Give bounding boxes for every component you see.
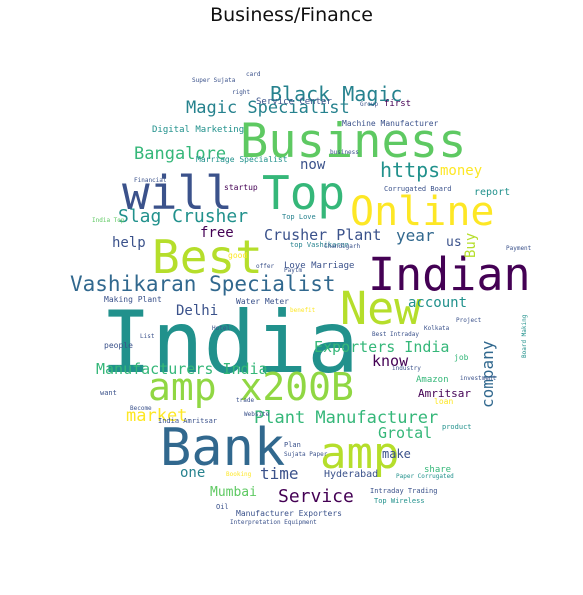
cloud-word: now xyxy=(300,157,326,173)
cloud-word: one xyxy=(180,465,206,481)
cloud-word: Indian xyxy=(368,248,531,301)
cloud-word: Paper Corrugated xyxy=(396,473,454,480)
cloud-word: Booking xyxy=(226,471,252,478)
cloud-word: Manufacturer Exporters xyxy=(236,509,342,518)
cloud-word: know xyxy=(372,352,409,370)
cloud-word: Mumbai xyxy=(210,485,257,500)
cloud-word: Hyderabad xyxy=(324,469,379,480)
cloud-word: market xyxy=(126,406,188,426)
cloud-word: Top xyxy=(262,166,346,220)
cloud-word: Machine Manufacturer xyxy=(342,119,439,128)
cloud-word: Hotel xyxy=(212,325,231,332)
cloud-word: help xyxy=(112,235,146,251)
cloud-word: Chandigarh xyxy=(324,243,361,250)
cloud-word: India xyxy=(100,293,359,393)
cloud-word: Crusher Plant xyxy=(264,226,382,244)
cloud-word: India Top xyxy=(92,217,125,224)
cloud-word: trade xyxy=(236,397,255,404)
cloud-word: Magic Specialist xyxy=(186,98,350,118)
cloud-word: India Amritsar xyxy=(158,417,218,425)
cloud-word: Project xyxy=(456,317,482,324)
cloud-word: right xyxy=(232,89,251,96)
cloud-word: New xyxy=(340,282,422,335)
cloud-word: Plan xyxy=(284,441,301,449)
cloud-word: share xyxy=(424,465,452,475)
cloud-word: Service Center xyxy=(256,97,332,107)
cloud-word: amp xyxy=(320,428,400,479)
figure-title: Business/Finance xyxy=(210,4,373,26)
cloud-word: Slag Crusher xyxy=(118,206,249,227)
cloud-word: Buy xyxy=(463,232,479,258)
cloud-word: Manufacturers India xyxy=(96,360,268,378)
cloud-word: want xyxy=(100,389,117,397)
cloud-word: account xyxy=(408,295,468,311)
cloud-word: Oil xyxy=(216,503,229,511)
cloud-word: Amritsar xyxy=(418,387,471,400)
cloud-word: Top Wireless xyxy=(374,497,425,505)
cloud-word: Amazon xyxy=(416,375,449,385)
cloud-word: Business xyxy=(240,114,467,169)
cloud-word: time xyxy=(260,464,299,483)
cloud-word: offer xyxy=(256,263,275,270)
cloud-word: Interpretation Equipment xyxy=(230,519,317,526)
cloud-word: report xyxy=(474,187,511,198)
cloud-word: good xyxy=(228,251,248,260)
cloud-word: people xyxy=(104,341,133,350)
cloud-word: Sujata Paper xyxy=(284,451,328,458)
cloud-word: List xyxy=(140,333,155,340)
cloud-word: Super Sujata xyxy=(192,77,236,84)
cloud-word: us xyxy=(446,235,462,250)
cloud-word: Board Making xyxy=(521,314,528,358)
cloud-word: Group xyxy=(360,101,379,108)
cloud-word: will xyxy=(122,166,233,220)
cloud-word: Exporters India xyxy=(314,338,450,356)
cloud-word: Financial xyxy=(134,177,167,184)
cloud-word: product xyxy=(442,423,472,431)
cloud-word: first xyxy=(384,99,412,109)
cloud-word: Black Magic xyxy=(270,82,403,106)
cloud-word: job xyxy=(454,353,469,362)
cloud-word: Plant Manufacturer xyxy=(254,408,439,428)
cloud-word: loan xyxy=(434,397,454,406)
cloud-word: Marriage Specialist xyxy=(196,155,288,164)
cloud-word: Website xyxy=(244,411,270,418)
cloud-word: Digital Marketing xyxy=(152,125,245,135)
cloud-word: Best Intraday xyxy=(372,331,419,338)
cloud-word: card xyxy=(246,71,261,78)
cloud-word: amp x200B xyxy=(148,365,354,409)
cloud-word: Become xyxy=(130,405,152,412)
cloud-word: benefit xyxy=(290,307,316,314)
cloud-word: Bank xyxy=(160,418,286,478)
cloud-word: Corrugated Board xyxy=(384,185,452,193)
cloud-word: top Vashikaran xyxy=(290,241,350,249)
cloud-word: free xyxy=(200,225,234,241)
cloud-word: Grotal xyxy=(378,424,433,442)
cloud-word: Vashikaran Specialist xyxy=(70,272,336,296)
cloud-word: business xyxy=(330,149,359,156)
cloud-word: Payment xyxy=(506,245,532,252)
cloud-word: make xyxy=(382,447,411,461)
cloud-word: Intraday Trading xyxy=(370,487,438,495)
cloud-word: Bangalore xyxy=(134,144,227,164)
cloud-word: Best xyxy=(152,230,263,284)
cloud-word: Online xyxy=(350,189,495,235)
cloud-word: Making Plant xyxy=(104,295,162,304)
cloud-word: Kolkata xyxy=(424,325,450,332)
cloud-word: https xyxy=(380,158,441,182)
cloud-word: Top Love xyxy=(282,213,316,221)
cloud-word: Paytm xyxy=(284,267,303,274)
cloud-word: investment xyxy=(460,375,497,382)
cloud-word: Service xyxy=(278,486,354,507)
cloud-word: startup xyxy=(224,183,258,192)
cloud-word: Water Meter xyxy=(236,297,289,306)
cloud-word: Delhi xyxy=(176,303,219,319)
cloud-word: Love Marriage xyxy=(284,261,355,271)
cloud-word: year xyxy=(396,226,435,245)
cloud-word: industry xyxy=(392,365,421,372)
cloud-word: money xyxy=(440,163,483,179)
